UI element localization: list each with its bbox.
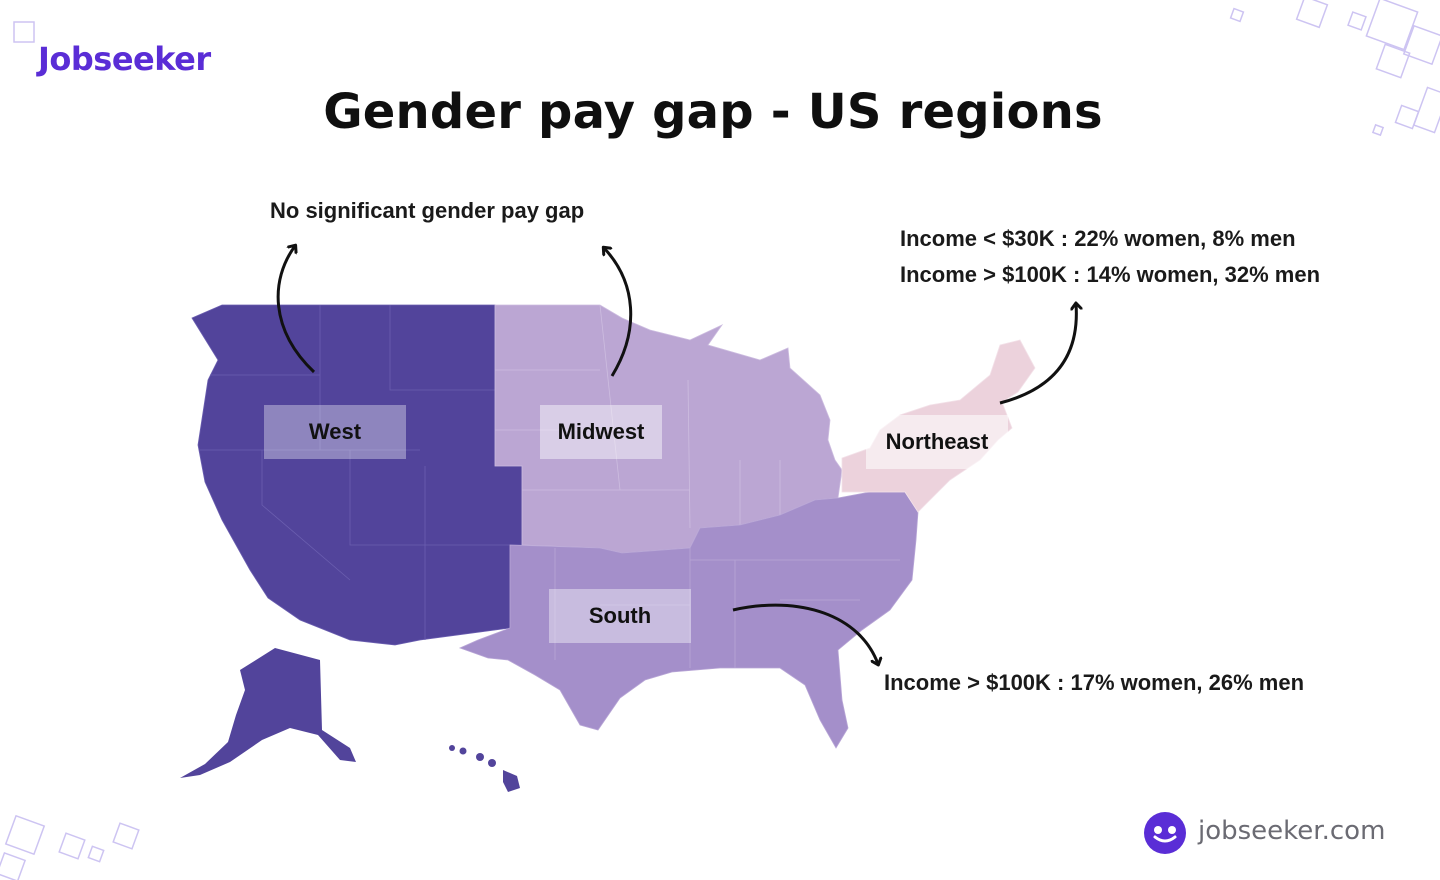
annotation-northeast-line2: Income > $100K : 14% women, 32% men bbox=[900, 262, 1321, 287]
footer-url[interactable]: jobseeker.com bbox=[1198, 816, 1386, 846]
arrow-west bbox=[276, 246, 316, 374]
west-state-lines bbox=[200, 305, 510, 640]
decor-squares-top-right bbox=[1229, 0, 1440, 137]
region-south bbox=[458, 491, 919, 749]
region-label-south: South bbox=[549, 589, 691, 643]
decor-square-top-left bbox=[13, 21, 35, 43]
jobseeker-logo[interactable]: Jobseeker bbox=[38, 40, 211, 78]
page-title: Gender pay gap - US regions bbox=[323, 84, 1103, 140]
region-label-west: West bbox=[264, 405, 406, 459]
arrow-midwest bbox=[604, 248, 633, 377]
region-label-northeast: Northeast bbox=[866, 415, 1008, 469]
region-west bbox=[191, 304, 523, 646]
annotation-northeast-line1: Income < $30K : 22% women, 8% men bbox=[900, 226, 1296, 251]
region-west-hawaii bbox=[449, 745, 520, 792]
arrow-northeast bbox=[999, 304, 1076, 405]
decor-squares-bottom-left bbox=[0, 814, 140, 880]
region-label-midwest: Midwest bbox=[540, 405, 662, 459]
annotation-south: Income > $100K : 17% women, 26% men bbox=[884, 670, 1305, 695]
smiley-face-icon bbox=[1144, 812, 1186, 854]
annotation-west-midwest: No significant gender pay gap bbox=[270, 198, 585, 223]
midwest-state-lines bbox=[495, 304, 781, 529]
arrow-south bbox=[732, 603, 878, 664]
region-west-alaska bbox=[180, 648, 356, 778]
south-state-lines bbox=[554, 548, 900, 668]
